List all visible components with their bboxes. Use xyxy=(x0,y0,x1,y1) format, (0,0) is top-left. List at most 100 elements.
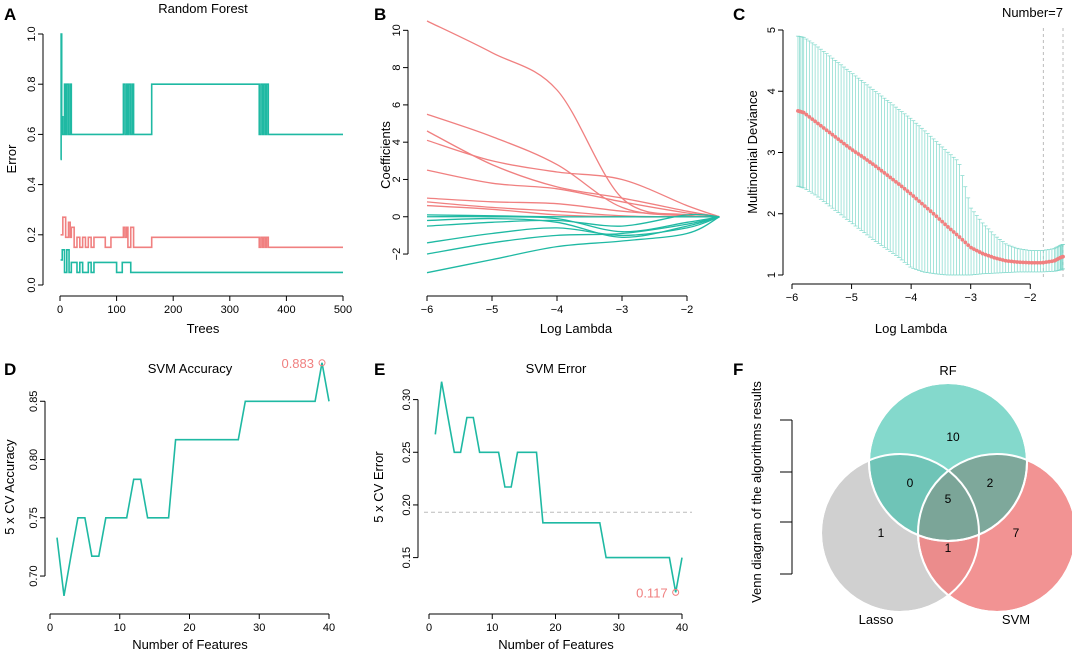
panel-a-x-tick-label: 0 xyxy=(57,304,63,316)
panel-label-f: F xyxy=(733,360,743,379)
panel-c-mean-point xyxy=(998,257,1002,262)
panel-c-mean-point xyxy=(1044,260,1049,265)
panel-c-mean-point xyxy=(1032,260,1037,265)
panel-c-mean-point xyxy=(948,227,953,232)
panel-c-mean-point xyxy=(873,164,878,169)
panel-c-title: Number=7 xyxy=(1002,5,1063,20)
panel-c-xlabel: Log Lambda xyxy=(875,321,948,336)
panel-c-mean-point xyxy=(1015,260,1020,264)
panel-a-y-tick-label: 0.4 xyxy=(26,177,38,192)
panel-c-mean-point xyxy=(989,254,994,259)
panel-c-x-tick-label: −2 xyxy=(1024,292,1037,304)
panel-c-mean-point xyxy=(850,148,855,153)
panel-d-accuracy-line xyxy=(56,362,330,597)
panel-e-y-tick-label: 0.25 xyxy=(401,442,413,463)
panel-b-y-tick-label: 2 xyxy=(391,176,403,182)
panel-c-mean-point xyxy=(951,230,956,234)
panel-e-ylabel: 5 x CV Error xyxy=(371,451,386,523)
panel-c-mean-point xyxy=(925,206,930,211)
panel-c-mean-point xyxy=(824,128,829,133)
panel-c-mean-point xyxy=(813,119,818,124)
panel-c-mean-point xyxy=(922,204,927,209)
panel-e-y-tick-label: 0.20 xyxy=(401,494,413,515)
panel-c-mean-point xyxy=(934,214,939,219)
panel-c-mean-point xyxy=(937,217,942,221)
panel-c-mean-point xyxy=(885,173,890,178)
panel-c-mean-point xyxy=(931,211,936,216)
panel-e-x-tick-label: 20 xyxy=(549,622,561,634)
panel-c-mean-point xyxy=(842,141,846,146)
panel-c-mean-point xyxy=(943,222,947,227)
venn-outline-svm xyxy=(917,453,1072,613)
panel-b-coef-path-5 xyxy=(426,169,720,218)
panel-e-y-tick-label: 0.30 xyxy=(401,389,413,410)
panel-c-mean-point xyxy=(1041,260,1046,265)
panel-b: B Log Lambda Coefficients −6 −5 −4 −3 −2 −2 0 2… xyxy=(374,5,720,336)
panel-b-x-tick-label: −3 xyxy=(616,304,629,316)
panel-c-mean-point xyxy=(844,143,849,148)
panel-c-mean-point xyxy=(1061,254,1065,259)
panel-e-best-label: 0.117 xyxy=(636,585,668,600)
panel-a-y-tick-label: 0.8 xyxy=(26,77,38,92)
panel-c-mean-point xyxy=(969,245,973,250)
panel-c-mean-point xyxy=(917,199,921,203)
panel-e-title: SVM Error xyxy=(526,361,587,376)
panel-b-coef-path-6 xyxy=(426,197,720,218)
panel-e-x-tick-label: 40 xyxy=(676,622,688,634)
panel-c-mean-point xyxy=(896,182,901,186)
panel-b-coef-path-1 xyxy=(426,20,720,218)
venn-region-all: 5 xyxy=(945,492,952,506)
panel-c-x-tick-label: −6 xyxy=(786,292,799,304)
panel-a-plot-area xyxy=(48,28,353,290)
panel-b-y-tick-label: 6 xyxy=(391,102,403,108)
panel-c-mean-point xyxy=(801,110,806,115)
panel-a-x-tick-label: 100 xyxy=(107,304,125,316)
panel-b-y-tick-label: 0 xyxy=(391,214,403,220)
panel-c-mean-point xyxy=(836,137,841,142)
panel-c-mean-point xyxy=(853,150,858,154)
venn-outline-lasso xyxy=(820,453,980,613)
panel-label-a: A xyxy=(4,5,16,24)
panel-e-best-point xyxy=(672,588,680,596)
panel-d-xlabel: Number of Features xyxy=(132,637,248,652)
panel-f-ylabel: Venn diagram of the algorithms results xyxy=(749,381,764,603)
panel-c-x-tick-label: −4 xyxy=(905,292,918,304)
panel-c-mean-point xyxy=(1029,260,1034,265)
panel-b-coef-path-12 xyxy=(426,213,720,227)
panel-c-mean-point xyxy=(804,112,809,117)
panel-b-coef-path-13 xyxy=(426,216,720,244)
panel-c-mean-point xyxy=(940,219,945,224)
panel-a: A Random Forest Trees Error 0 100 200 300 40… xyxy=(4,1,353,336)
panel-a-x-tick-label: 300 xyxy=(221,304,239,316)
panel-c-mean-point xyxy=(946,225,950,229)
venn-label-lasso: Lasso xyxy=(859,612,894,627)
panel-e-y-tick-label: 0.15 xyxy=(401,547,413,568)
panel-d-x-tick-label: 10 xyxy=(114,622,126,634)
panel-c-mean-point xyxy=(888,175,893,180)
panel-c-mean-point xyxy=(992,255,997,260)
panel-c-mean-point xyxy=(1035,260,1040,265)
panel-c-mean-point xyxy=(862,156,867,160)
panel-c-mean-point xyxy=(974,248,979,253)
panel-c-mean-point xyxy=(957,235,962,239)
panel-c-mean-point xyxy=(983,252,988,257)
panel-b-coef-path-9 xyxy=(426,214,720,218)
panel-a-y-tick-label: 0.0 xyxy=(26,277,38,292)
panel-b-y-tick-label: 10 xyxy=(391,24,403,36)
panel-c-mean-point xyxy=(1018,260,1023,265)
panel-c-mean-point xyxy=(865,158,869,162)
panel-c: C Number=7 Log Lambda Multinomial Devian… xyxy=(733,5,1066,336)
panel-c-mean-point xyxy=(1003,258,1008,263)
panel-a-ylabel: Error xyxy=(4,144,19,174)
panel-c-mean-point xyxy=(847,146,852,150)
panel-label-b: B xyxy=(374,5,386,24)
panel-c-mean-point xyxy=(1024,260,1028,265)
panel-a-title: Random Forest xyxy=(158,1,248,16)
panel-e: E SVM Error Number of Features 5 x CV Er… xyxy=(371,360,692,652)
venn-region-rf-svm: 2 xyxy=(987,476,994,490)
panel-c-mean-point xyxy=(821,126,826,130)
panel-c-mean-point xyxy=(810,117,815,121)
panel-c-mean-point xyxy=(870,162,875,167)
panel-b-y-tick-label: 8 xyxy=(391,65,403,71)
panel-d-y-tick-label: 0.85 xyxy=(28,391,40,412)
